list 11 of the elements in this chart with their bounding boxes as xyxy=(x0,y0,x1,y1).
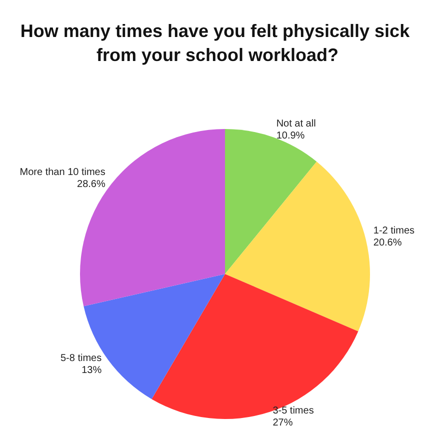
data-label: 20.6% xyxy=(373,237,402,248)
slice-label: 5-8 times xyxy=(60,352,102,364)
slice-label: 1-2 times xyxy=(373,225,415,236)
slice-label: More than 10 times xyxy=(20,167,106,178)
data-label: 13% xyxy=(82,364,102,376)
chart-title: How many times have you felt physically sick from your school workload? xyxy=(20,21,415,65)
slice-label: Not at all xyxy=(276,118,316,130)
data-label: 28.6% xyxy=(77,179,106,190)
data-label: 10.9% xyxy=(276,130,305,142)
slice-label: 3-5 times xyxy=(272,406,314,416)
data-label: 27% xyxy=(272,418,293,428)
